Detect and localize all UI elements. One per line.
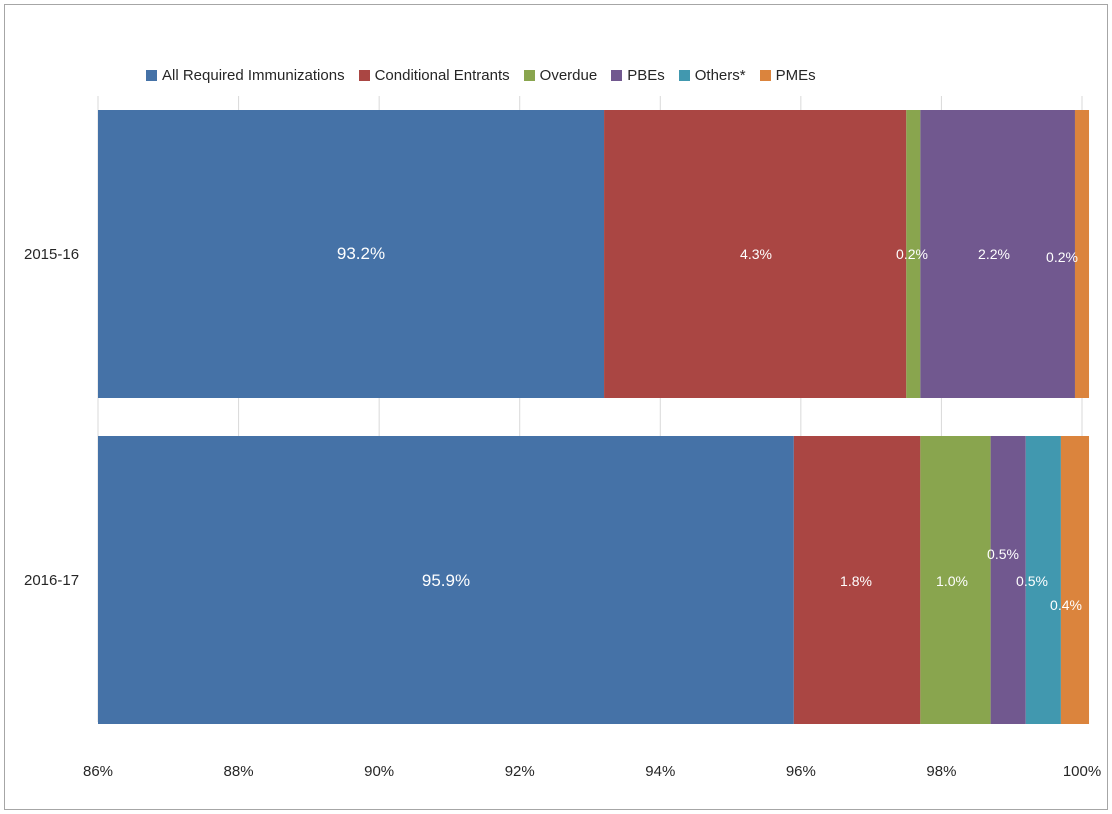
legend-label: PBEs — [627, 66, 665, 84]
data-label: 1.0% — [936, 573, 968, 589]
x-tick-label: 92% — [505, 763, 535, 780]
data-label: 0.2% — [1046, 249, 1078, 265]
x-tick-label: 88% — [224, 763, 254, 780]
bar-2016-17-overdue — [920, 436, 991, 724]
bar-2015-16-overdue — [906, 110, 921, 398]
data-label: 0.2% — [896, 246, 928, 262]
bar-2016-17-pmes — [1060, 436, 1090, 724]
legend-swatch — [523, 69, 535, 81]
x-tick-label: 90% — [364, 763, 394, 780]
x-tick-label: 98% — [926, 763, 956, 780]
bar-2015-16-pbes — [920, 110, 1075, 398]
bar-2016-17-conditional-entrants — [793, 436, 921, 724]
data-label: 2.2% — [978, 246, 1010, 262]
legend-item: PMEs — [759, 66, 816, 84]
data-label: 4.3% — [740, 246, 772, 262]
data-label: 0.5% — [987, 546, 1019, 562]
legend-item: All Required Immunizations — [146, 67, 345, 84]
data-label: 1.8% — [840, 573, 872, 589]
legend-swatch — [678, 69, 690, 81]
x-tick-label: 94% — [645, 763, 675, 780]
bar-2015-16-conditional-entrants — [604, 110, 907, 398]
bar-2016-17-others- — [1025, 436, 1061, 724]
legend-label: PMEs — [775, 66, 816, 84]
data-label: 93.2% — [337, 244, 385, 263]
data-label: 0.5% — [1016, 573, 1048, 589]
x-tick-label: 100% — [1063, 763, 1101, 780]
legend-swatch — [358, 69, 370, 81]
legend-label: All Required Immunizations — [162, 66, 345, 84]
bar-2015-16-pmes — [1074, 110, 1090, 398]
legend-item: Overdue — [523, 66, 598, 84]
legend-label: Overdue — [539, 66, 598, 84]
data-label: 95.9% — [422, 571, 470, 590]
x-tick-label: 96% — [786, 763, 816, 780]
legend-item: Others* — [678, 66, 746, 84]
chart-legend: All Required Immunizations Conditional En… — [146, 64, 816, 86]
legend-item: Conditional Entrants — [358, 66, 510, 84]
bar-2016-17-all-required-immunizations — [98, 436, 794, 724]
category-label: 2015-16 — [24, 246, 79, 263]
bar-2016-17-pbes — [990, 436, 1026, 724]
legend-swatch — [146, 69, 157, 81]
x-tick-label: 86% — [83, 763, 113, 780]
data-label: 0.4% — [1050, 597, 1082, 613]
legend-swatch — [759, 69, 771, 81]
legend-label: Conditional Entrants — [374, 66, 510, 84]
legend-item: PBEs — [611, 67, 665, 84]
legend-label: Others* — [694, 66, 746, 84]
bar-2015-16-all-required-immunizations — [98, 110, 605, 398]
category-label: 2016-17 — [24, 572, 79, 589]
legend-swatch — [611, 69, 623, 81]
